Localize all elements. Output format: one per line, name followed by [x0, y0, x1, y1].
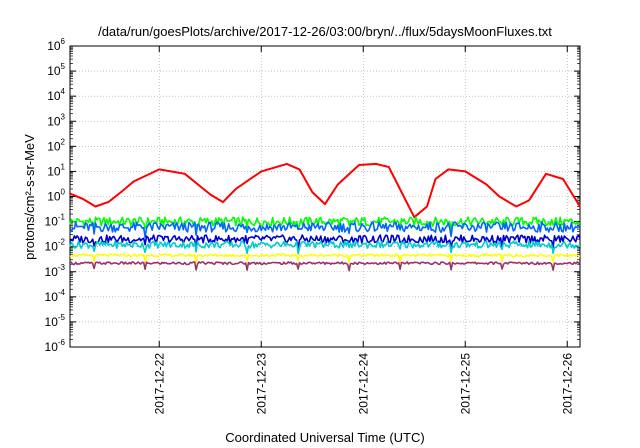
x-tick-label: 2017-12-22 — [152, 353, 166, 415]
series-line-2 — [69, 221, 581, 238]
chart-title: /data/run/goesPlots/archive/2017-12-26/0… — [98, 24, 552, 39]
y-ticks: 10-6 10-5 10-4 10-3 10-2 10-1 100 101 102 103 104 1… — [45, 37, 580, 354]
series-group — [69, 162, 581, 272]
y-tick-label: 102 — [47, 137, 65, 153]
x-tick-label: 2017-12-23 — [254, 353, 268, 415]
series-line-6 — [69, 261, 581, 272]
y-tick-label: 101 — [47, 162, 65, 178]
y-tick-label: 10-2 — [45, 238, 66, 254]
y-tick-label: 10-4 — [45, 288, 66, 304]
y-tick-label: 10-3 — [45, 263, 66, 279]
y-tick-label: 105 — [47, 62, 65, 78]
y-tick-label: 100 — [47, 188, 65, 204]
x-tick-label: 2017-12-25 — [458, 353, 472, 415]
y-tick-label: 10-5 — [45, 313, 66, 329]
series-line-3 — [69, 234, 581, 250]
y-tick-label: 10-1 — [45, 213, 66, 229]
y-tick-label: 104 — [47, 87, 65, 103]
y-tick-label: 106 — [47, 37, 65, 53]
y-tick-label: 103 — [47, 112, 65, 128]
x-ticks: 2017-12-22 2017-12-23 2017-12-24 2017-12-25… — [152, 46, 574, 414]
series-line-5 — [69, 253, 581, 264]
x-tick-label: 2017-12-26 — [560, 353, 574, 415]
x-tick-label: 2017-12-24 — [356, 353, 370, 415]
series-line-0 — [69, 162, 581, 219]
y-axis-label: protons/cm²-s-sr-MeV — [22, 134, 37, 260]
series-line-1 — [69, 216, 581, 232]
x-axis-label: Coordinated Universal Time (UTC) — [225, 430, 424, 445]
grid — [70, 46, 580, 347]
series-line-4 — [69, 240, 581, 255]
y-tick-label: 10-6 — [45, 338, 66, 354]
